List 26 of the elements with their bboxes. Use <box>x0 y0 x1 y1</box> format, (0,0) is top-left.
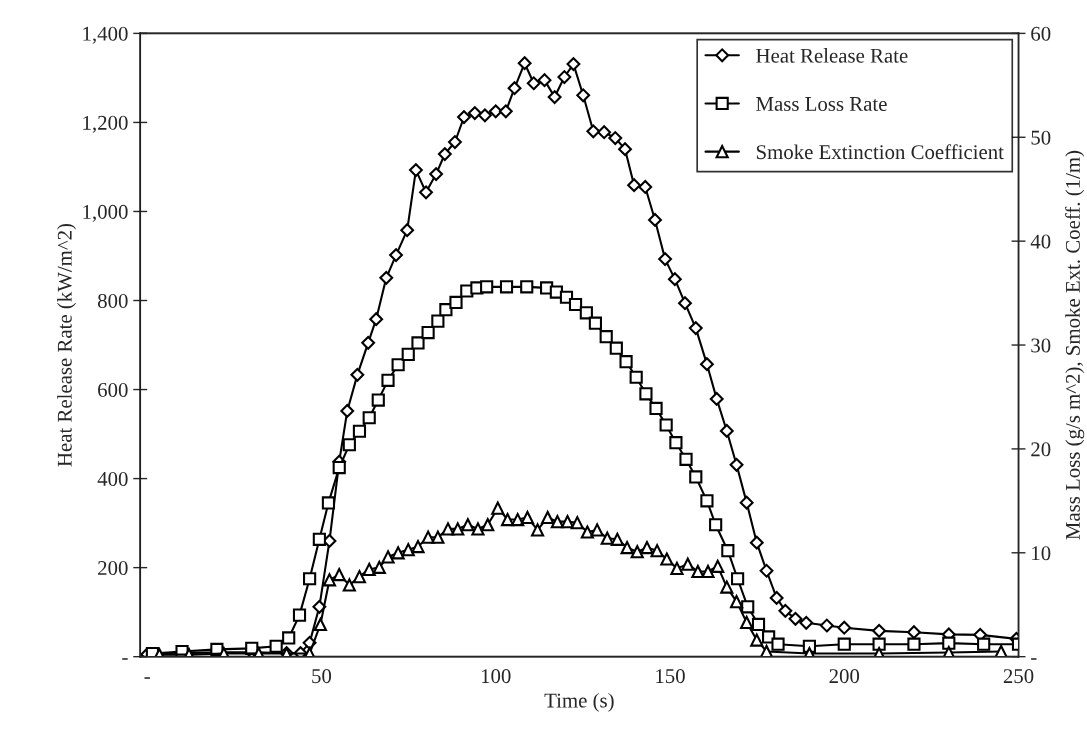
y2-tick-label: 40 <box>1030 234 1051 249</box>
y-tick-label: 1,400 <box>83 26 128 44</box>
y-tick-label: - <box>122 658 128 660</box>
y2-axis-title: Mass Loss (g/s m^2), Smoke Ext. Coeff. (1/m) <box>1065 150 1085 540</box>
y-tick-label: 1,000 <box>83 204 128 222</box>
y-tick-label: 800 <box>97 293 128 308</box>
legend-label: Smoke Extinction Coefficient <box>756 144 1004 160</box>
y-tick-label: 600 <box>98 382 128 397</box>
y-tick-label: 400 <box>97 471 128 487</box>
y-tick-label: 200 <box>98 561 128 576</box>
x-tick-label: 150 <box>656 669 685 684</box>
legend-label: Heat Release Rate <box>756 48 908 63</box>
y2-tick-label: - <box>1031 658 1037 660</box>
x-axis-title: Time (s) <box>544 692 614 712</box>
x-tick-label: 200 <box>829 669 860 684</box>
x-tick-label: 50 <box>312 669 332 684</box>
y2-tick-label: 20 <box>1031 442 1051 457</box>
x-tick-label: 250 <box>1003 669 1034 684</box>
y2-tick-label: 60 <box>1031 26 1051 41</box>
x-tick-label: 100 <box>481 669 511 684</box>
y2-tick-label: 30 <box>1031 338 1051 353</box>
y-axis-title: Heat Release Rate (kW/m^2) <box>57 223 76 467</box>
y-tick-label: 1,200 <box>83 115 128 133</box>
legend-label: Mass Loss Rate <box>756 97 887 111</box>
y2-tick-label: 50 <box>1031 130 1051 145</box>
y2-tick-label: 10 <box>1032 546 1051 561</box>
